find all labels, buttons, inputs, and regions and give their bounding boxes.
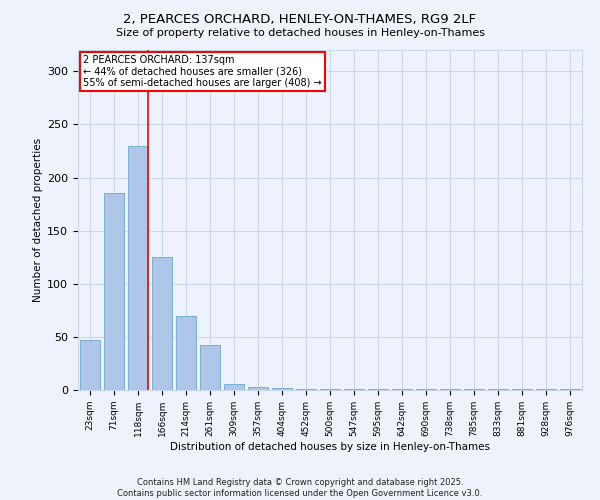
Bar: [512, 389, 532, 390]
Bar: [224, 384, 244, 390]
Bar: [368, 389, 388, 390]
Text: Contains HM Land Registry data © Crown copyright and database right 2025.
Contai: Contains HM Land Registry data © Crown c…: [118, 478, 482, 498]
Bar: [440, 389, 460, 390]
Bar: [392, 389, 412, 390]
Bar: [320, 389, 340, 390]
Bar: [200, 346, 220, 390]
Y-axis label: Number of detached properties: Number of detached properties: [33, 138, 43, 302]
Bar: [464, 389, 484, 390]
Bar: [248, 387, 268, 390]
Bar: [128, 146, 148, 390]
Bar: [488, 389, 508, 390]
Bar: [536, 389, 556, 390]
Bar: [80, 340, 100, 390]
Text: 2 PEARCES ORCHARD: 137sqm
← 44% of detached houses are smaller (326)
55% of semi: 2 PEARCES ORCHARD: 137sqm ← 44% of detac…: [83, 55, 322, 88]
Bar: [416, 389, 436, 390]
Bar: [560, 389, 580, 390]
Text: 2, PEARCES ORCHARD, HENLEY-ON-THAMES, RG9 2LF: 2, PEARCES ORCHARD, HENLEY-ON-THAMES, RG…: [124, 12, 476, 26]
Bar: [296, 389, 316, 390]
Bar: [344, 389, 364, 390]
Bar: [104, 194, 124, 390]
Bar: [176, 316, 196, 390]
Text: Size of property relative to detached houses in Henley-on-Thames: Size of property relative to detached ho…: [115, 28, 485, 38]
Bar: [152, 257, 172, 390]
Bar: [272, 388, 292, 390]
X-axis label: Distribution of detached houses by size in Henley-on-Thames: Distribution of detached houses by size …: [170, 442, 490, 452]
